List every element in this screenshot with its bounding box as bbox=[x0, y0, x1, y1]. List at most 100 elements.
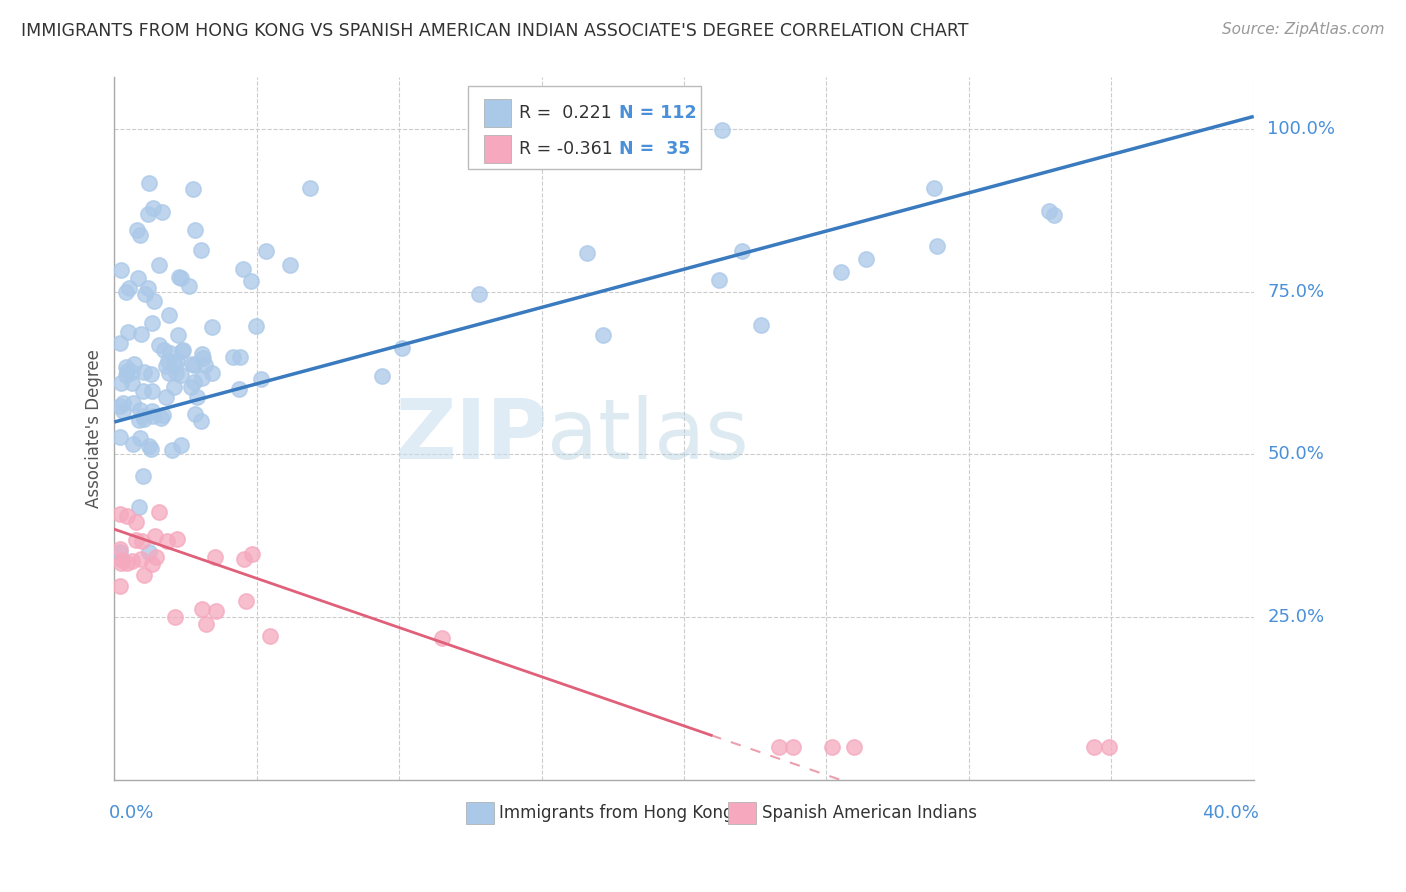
Point bbox=[250, 372, 273, 386]
Point bbox=[138, 440, 160, 454]
Text: N = 112: N = 112 bbox=[619, 104, 697, 122]
Text: 50.0%: 50.0% bbox=[1267, 445, 1324, 464]
Point bbox=[707, 273, 730, 287]
Point bbox=[782, 739, 804, 754]
Point bbox=[138, 176, 160, 190]
Text: IMMIGRANTS FROM HONG KONG VS SPANISH AMERICAN INDIAN ASSOCIATE'S DEGREE CORRELAT: IMMIGRANTS FROM HONG KONG VS SPANISH AME… bbox=[21, 22, 969, 40]
Point bbox=[927, 239, 949, 253]
Point bbox=[184, 407, 207, 421]
Point bbox=[127, 223, 149, 237]
Point bbox=[129, 552, 152, 566]
Point bbox=[235, 593, 257, 607]
Point bbox=[155, 390, 177, 404]
Point bbox=[148, 259, 170, 273]
Point bbox=[731, 244, 754, 258]
Point bbox=[167, 269, 190, 284]
Point bbox=[160, 442, 183, 457]
Point bbox=[142, 202, 165, 216]
Point bbox=[371, 369, 394, 384]
Point bbox=[136, 281, 159, 295]
Point bbox=[141, 404, 163, 418]
Point bbox=[117, 363, 139, 377]
Point bbox=[122, 396, 145, 410]
Point bbox=[115, 285, 138, 299]
Point bbox=[201, 320, 224, 334]
FancyBboxPatch shape bbox=[468, 86, 702, 169]
Point bbox=[125, 533, 148, 547]
Point bbox=[153, 343, 176, 358]
Point bbox=[132, 409, 155, 423]
Text: 75.0%: 75.0% bbox=[1267, 283, 1324, 301]
Point bbox=[114, 360, 136, 375]
Text: 25.0%: 25.0% bbox=[1267, 608, 1324, 626]
Point bbox=[152, 408, 174, 422]
Point bbox=[190, 370, 212, 384]
Point bbox=[121, 554, 143, 568]
Point bbox=[159, 345, 181, 359]
Point bbox=[194, 358, 217, 372]
Point bbox=[145, 528, 167, 542]
Point bbox=[129, 431, 152, 445]
Point bbox=[132, 384, 155, 399]
Point bbox=[110, 376, 132, 390]
Text: N =  35: N = 35 bbox=[619, 140, 690, 158]
Point bbox=[142, 409, 165, 423]
Point bbox=[233, 552, 256, 566]
Point bbox=[1038, 203, 1060, 218]
Point bbox=[183, 358, 205, 372]
Point bbox=[821, 739, 844, 754]
Point bbox=[170, 271, 193, 285]
Point bbox=[1083, 739, 1105, 754]
FancyBboxPatch shape bbox=[728, 802, 756, 824]
Point bbox=[190, 601, 212, 615]
Point bbox=[391, 341, 413, 355]
Point bbox=[222, 351, 245, 365]
Point bbox=[141, 316, 163, 330]
Point bbox=[184, 223, 207, 237]
Point bbox=[1043, 208, 1066, 222]
Point bbox=[112, 396, 135, 410]
Point bbox=[180, 380, 202, 394]
Point bbox=[132, 468, 155, 483]
Point bbox=[922, 180, 945, 194]
Point bbox=[115, 557, 138, 571]
Point bbox=[228, 382, 250, 396]
Point bbox=[299, 181, 322, 195]
Text: ZIP: ZIP bbox=[395, 395, 547, 476]
Point bbox=[170, 438, 193, 452]
Point bbox=[117, 325, 139, 339]
FancyBboxPatch shape bbox=[467, 802, 494, 824]
Point bbox=[148, 505, 170, 519]
Text: Spanish American Indians: Spanish American Indians bbox=[762, 805, 977, 822]
Point bbox=[194, 616, 217, 631]
Point bbox=[129, 403, 152, 417]
Point bbox=[1098, 739, 1121, 754]
Point bbox=[128, 413, 150, 427]
Point bbox=[122, 357, 145, 371]
Point bbox=[108, 545, 131, 559]
Text: Immigrants from Hong Kong: Immigrants from Hong Kong bbox=[499, 805, 734, 822]
Point bbox=[186, 390, 208, 404]
Text: R =  0.221: R = 0.221 bbox=[519, 104, 612, 122]
Text: 100.0%: 100.0% bbox=[1267, 120, 1336, 138]
Point bbox=[204, 550, 226, 565]
Point bbox=[191, 351, 214, 365]
Point bbox=[844, 739, 866, 754]
Point bbox=[134, 365, 156, 379]
Point bbox=[239, 274, 262, 288]
Text: 0.0%: 0.0% bbox=[108, 804, 155, 822]
Point bbox=[711, 123, 734, 137]
Point bbox=[163, 610, 186, 624]
Point bbox=[592, 327, 614, 342]
Point bbox=[166, 354, 188, 368]
Text: R = -0.361: R = -0.361 bbox=[519, 140, 613, 158]
Point bbox=[768, 739, 790, 754]
Point bbox=[181, 182, 204, 196]
Point bbox=[139, 367, 162, 381]
Point bbox=[108, 429, 131, 443]
Point bbox=[131, 534, 153, 549]
Point bbox=[127, 271, 149, 285]
Point bbox=[118, 280, 141, 294]
Point bbox=[128, 500, 150, 514]
Point bbox=[170, 368, 193, 383]
